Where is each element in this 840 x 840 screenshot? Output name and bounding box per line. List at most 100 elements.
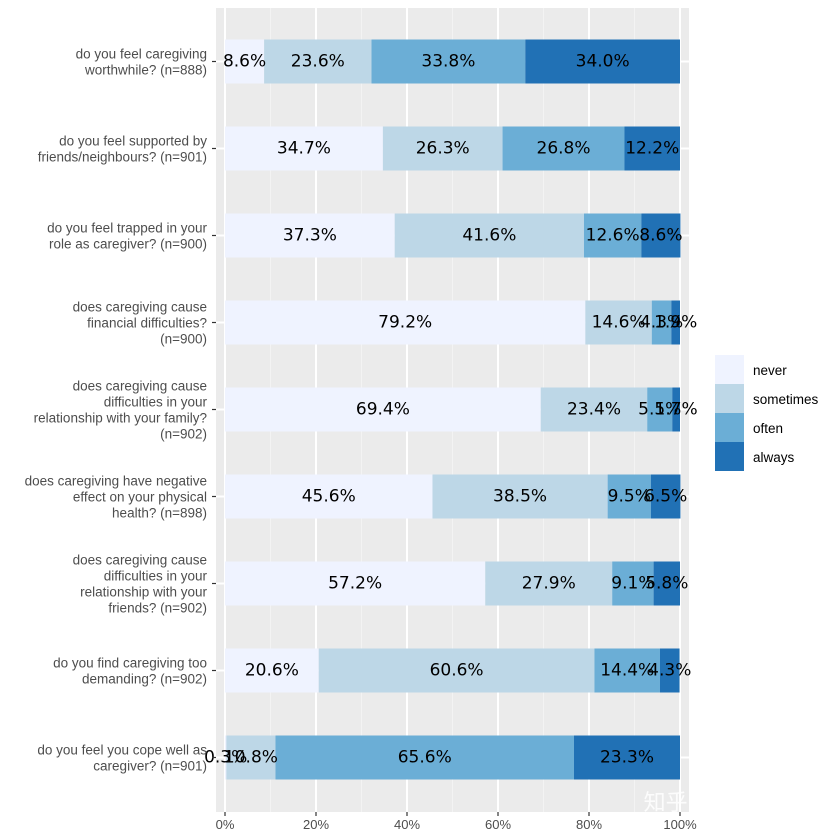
category-label-line: do you find caregiving too (53, 655, 207, 670)
legend-label: always (753, 450, 795, 465)
bar-segment-always (525, 39, 680, 84)
bar-segment-always (573, 735, 680, 780)
x-tick-label: 20% (303, 817, 329, 832)
y-axis: do you feel caregiving worthwhile? (n=888… (25, 46, 216, 773)
x-tick-label: 60% (485, 817, 511, 832)
category-label-line: (n=900) (160, 331, 207, 346)
bar-segment-often (275, 735, 574, 780)
data-label: 14.6% (592, 313, 646, 333)
data-label: 4.3% (640, 313, 683, 333)
bar-segment-sometimes (485, 561, 613, 606)
bar-segment-never (225, 300, 586, 345)
category-label-line: role as caregiver? (n=900) (49, 236, 207, 251)
bar-segment-never (225, 387, 541, 432)
bar-segment-always (653, 561, 680, 606)
legend: never sometimes often always (715, 355, 819, 471)
category-label-line: do you feel you cope well as (37, 742, 207, 757)
bar-segment-sometimes (382, 126, 503, 171)
data-label: 8.6% (639, 226, 682, 246)
data-label: 79.2% (378, 313, 432, 333)
data-label: 60.6% (430, 661, 484, 681)
bar-segment-always (624, 126, 680, 171)
category-label-line: (n=902) (160, 426, 207, 441)
bar-segment-never (225, 474, 433, 519)
data-label: 1.7% (655, 400, 698, 420)
data-label: 37.3% (283, 226, 337, 246)
data-label: 23.3% (600, 748, 654, 768)
legend-label: never (753, 363, 787, 378)
bar-segment-sometimes (318, 648, 595, 693)
bar-segment-often (651, 300, 672, 345)
data-label: 0.3% (204, 748, 247, 768)
data-label: 14.4% (600, 661, 654, 681)
data-label: 20.6% (245, 661, 299, 681)
data-label: 1.9% (654, 313, 697, 333)
category-label-line: worthwhile? (n=888) (84, 62, 207, 77)
data-label: 45.6% (302, 487, 356, 507)
bar-segment-often (594, 648, 660, 693)
data-label: 8.6% (223, 52, 266, 72)
data-label: 12.6% (586, 226, 640, 246)
bar-segment-often (647, 387, 673, 432)
data-label: 41.6% (462, 226, 516, 246)
category-label-line: do you feel trapped in your (47, 220, 207, 235)
category-label: do you feel supported by friends/neighbou… (38, 133, 207, 164)
bar-segment-always (659, 648, 680, 693)
x-tick-label: 100% (663, 817, 697, 832)
category-label: does caregiving have negative effect on y… (25, 473, 207, 520)
category-label-line: does caregiving cause (73, 552, 207, 567)
bar-segment-never (225, 648, 319, 693)
bar-segment-always (671, 300, 680, 345)
bar-segment-never (225, 213, 395, 258)
bar-segment-sometimes (432, 474, 608, 519)
data-label: 5.8% (645, 574, 688, 594)
bar-labels: 8.6% 23.6% 33.8% 34.0% 34.7% 26.3% 26.8% 12.2% 3… (204, 52, 698, 768)
legend-label: sometimes (753, 392, 819, 407)
x-tick-label: 40% (394, 817, 420, 832)
bar-segment-never (225, 561, 486, 606)
data-label: 38.5% (493, 487, 547, 507)
category-label-line: health? (n=898) (112, 505, 207, 520)
bar-segment-never (225, 39, 265, 84)
x-tick-label: 0% (216, 817, 235, 832)
data-label: 9.1% (611, 574, 654, 594)
bar-segment-never (225, 126, 383, 171)
category-label-line: caregiver? (n=901) (93, 758, 207, 773)
data-label: 69.4% (356, 400, 410, 420)
category-label-line: relationship with your family? (34, 410, 207, 425)
bar-segment-always (641, 213, 681, 258)
data-label: 5.5% (638, 400, 681, 420)
data-label: 65.6% (398, 748, 452, 768)
category-label-line: effect on your physical (73, 489, 207, 504)
data-label: 26.3% (416, 139, 470, 159)
category-label-line: do you feel caregiving (76, 46, 207, 61)
category-label-line: financial difficulties? (87, 315, 207, 330)
bar-segment-often (607, 474, 651, 519)
category-label: does caregiving cause financial difficult… (73, 299, 207, 346)
category-label-line: difficulties in your (104, 394, 208, 409)
watermark-text: 知乎 @timerring (644, 791, 818, 816)
data-label: 26.8% (537, 139, 591, 159)
bar-segment-always (672, 387, 680, 432)
bar-segment-sometimes (540, 387, 648, 432)
category-label: does caregiving cause difficulties in you… (34, 378, 208, 441)
category-label-line: do you feel supported by (59, 133, 207, 148)
data-label: 34.7% (277, 139, 331, 159)
category-label: do you find caregiving too demanding? (n=… (53, 655, 207, 686)
category-label-line: friends/neighbours? (n=901) (38, 149, 207, 164)
data-label: 10.8% (224, 748, 278, 768)
category-label-line: difficulties in your (104, 568, 208, 583)
data-label: 4.3% (648, 661, 691, 681)
data-label: 9.5% (608, 487, 651, 507)
data-label: 34.0% (576, 52, 630, 72)
legend-key-always (715, 442, 744, 471)
category-label-line: does caregiving cause (73, 299, 207, 314)
data-label: 57.2% (328, 574, 382, 594)
data-label: 23.4% (567, 400, 621, 420)
category-label-line: does caregiving have negative (25, 473, 207, 488)
bar-segment-often (502, 126, 625, 171)
bar-segment-sometimes (226, 735, 276, 780)
data-label: 33.8% (421, 52, 475, 72)
bars (225, 39, 681, 780)
